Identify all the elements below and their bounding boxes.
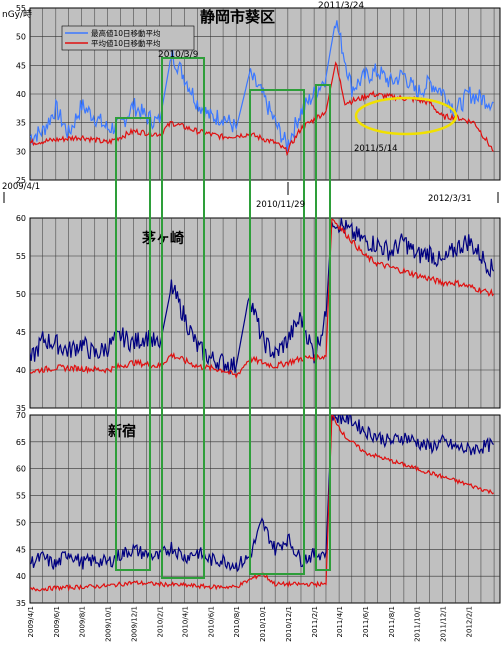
x-tick-label: 2011/12/1 <box>439 606 447 642</box>
highlight-box <box>161 57 205 579</box>
x-tick-label: 2010/10/1 <box>259 606 267 642</box>
y-tick-label: 30 <box>16 147 26 156</box>
y-tick-label: 40 <box>16 90 26 99</box>
y-tick-label: 25 <box>16 176 26 185</box>
y-tick-label: 45 <box>16 61 26 70</box>
annotation-label: 2012/3/31 <box>428 194 472 204</box>
x-tick-label: 2009/12/1 <box>130 606 138 642</box>
highlight-box <box>115 117 151 571</box>
y-tick-label: 35 <box>16 119 26 128</box>
highlight-box <box>315 84 331 571</box>
x-tick-label: 2011/10/1 <box>414 606 422 642</box>
series-line <box>30 218 495 380</box>
legend-entry: 平均値10日移動平均 <box>91 38 161 48</box>
highlight-ellipse <box>354 96 458 136</box>
x-tick-label: 2009/4/1 <box>27 606 35 637</box>
x-tick-label: 2010/12/1 <box>285 606 293 642</box>
x-tick-label: 2010/6/1 <box>207 606 215 637</box>
x-tick-label: 2012/2/1 <box>466 606 474 637</box>
y-tick-label: 50 <box>16 518 26 527</box>
y-tick-label: 35 <box>16 404 26 413</box>
x-tick-label: 2010/2/1 <box>157 606 165 637</box>
x-tick-label: 2010/4/1 <box>182 606 190 637</box>
y-axis-label: nGy/時 <box>2 9 32 20</box>
y-tick-label: 40 <box>16 366 26 375</box>
x-tick-label: 2009/8/1 <box>79 606 87 637</box>
x-tick-label: 2009/6/1 <box>53 606 61 637</box>
x-tick-label: 2011/4/1 <box>336 606 344 637</box>
y-tick-label: 45 <box>16 328 26 337</box>
y-tick-label: 55 <box>16 4 26 13</box>
annotation-label: 2010/3/9 <box>158 50 199 60</box>
x-tick-label: 2011/2/1 <box>311 606 319 637</box>
x-tick-label: 2010/8/1 <box>233 606 241 637</box>
y-tick-label: 40 <box>16 572 26 581</box>
y-tick-label: 60 <box>16 465 26 474</box>
plot-area <box>29 414 501 604</box>
annotation-label: 2011/3/24 <box>318 1 364 11</box>
panel-title: 新宿 <box>108 423 136 440</box>
y-tick-label: 35 <box>16 599 26 608</box>
legend-box <box>61 25 195 51</box>
y-tick-label: 70 <box>16 411 26 420</box>
series-line <box>30 415 494 573</box>
series-line <box>30 218 495 375</box>
y-tick-label: 50 <box>16 290 26 299</box>
y-tick-label: 65 <box>16 438 26 447</box>
x-tick-label: 2011/8/1 <box>388 606 396 637</box>
y-tick-label: 60 <box>16 214 26 223</box>
x-tick-label: 2009/10/1 <box>104 606 112 642</box>
x-tick-label: 2011/6/1 <box>362 606 370 637</box>
y-tick-label: 55 <box>16 252 26 261</box>
panel-title: 静岡市葵区 <box>200 8 275 26</box>
y-tick-label: 45 <box>16 545 26 554</box>
y-tick-label: 50 <box>16 33 26 42</box>
annotation-label: 2010/11/29 <box>256 200 305 210</box>
highlight-box <box>249 89 305 575</box>
series-line <box>30 20 494 152</box>
annotation-label: 2011/5/14 <box>354 144 398 154</box>
legend-entry: 最高値10日移動平均 <box>91 28 161 38</box>
annotation-label: 2009/4/1 <box>2 182 40 192</box>
y-tick-label: 55 <box>16 492 26 501</box>
